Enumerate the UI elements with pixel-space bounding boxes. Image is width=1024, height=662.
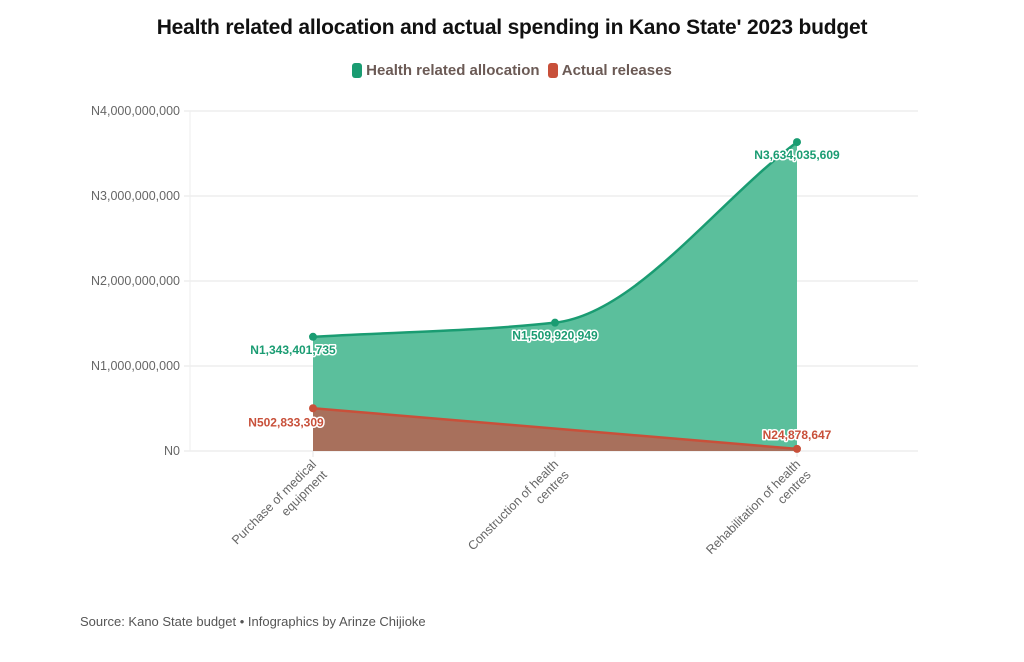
series-areas xyxy=(313,142,797,451)
legend-swatch-allocation xyxy=(352,63,363,78)
allocation-value-label: N1,343,401,735 xyxy=(250,343,336,357)
allocation-point xyxy=(793,138,801,147)
source-note: Source: Kano State budget • Infographics… xyxy=(80,614,426,629)
legend-swatch-releases xyxy=(547,63,558,78)
data-labels: N1,343,401,735 N1,509,920,949 N3,634,035,6… xyxy=(247,147,842,444)
releases-value-label: N24,878,647 xyxy=(763,428,832,442)
chart-title: Health related allocation and actual spe… xyxy=(156,16,868,39)
legend-item-releases[interactable]: Actual releases xyxy=(547,62,672,79)
y-tick-label: N3,000,000,000 xyxy=(91,189,180,203)
allocation-value-label: N1,509,920,949 xyxy=(512,329,598,343)
y-tick-label: N4,000,000,000 xyxy=(91,104,180,118)
legend-label-releases: Actual releases xyxy=(561,62,672,79)
legend: Health related allocation Actual release… xyxy=(0,62,1024,82)
x-category-label-line: Construction of health xyxy=(465,457,561,553)
allocation-value-label: N3,634,035,609 xyxy=(754,148,840,162)
x-category-label-line: Rehabilitation of health xyxy=(703,457,803,557)
releases-point xyxy=(793,444,801,453)
releases-line xyxy=(312,407,798,451)
x-category-label: Rehabilitation of healthcentres xyxy=(703,457,813,567)
allocation-area xyxy=(313,142,797,451)
legend-item-allocation[interactable]: Health related allocation xyxy=(352,62,540,79)
y-tick-label: N0 xyxy=(164,444,180,458)
y-axis-ticks: N0 N1,000,000,000 N2,000,000,000 N3,000,000… xyxy=(91,104,180,458)
allocation-point xyxy=(551,318,559,327)
allocation-point xyxy=(309,332,317,341)
y-tick-label: N1,000,000,000 xyxy=(91,359,180,373)
x-axis-labels: Purchase of medicalequipment Construction… xyxy=(229,457,814,567)
legend-label-allocation: Health related allocation xyxy=(366,62,540,79)
x-category-label-line: Purchase of medical xyxy=(229,457,319,547)
x-category-label: Construction of healthcentres xyxy=(465,457,572,564)
data-points xyxy=(309,138,801,453)
releases-value-label: N502,833,309 xyxy=(248,415,324,429)
y-tick-label: N2,000,000,000 xyxy=(91,274,180,288)
releases-point xyxy=(309,404,317,413)
x-category-label: Purchase of medicalequipment xyxy=(229,457,330,558)
